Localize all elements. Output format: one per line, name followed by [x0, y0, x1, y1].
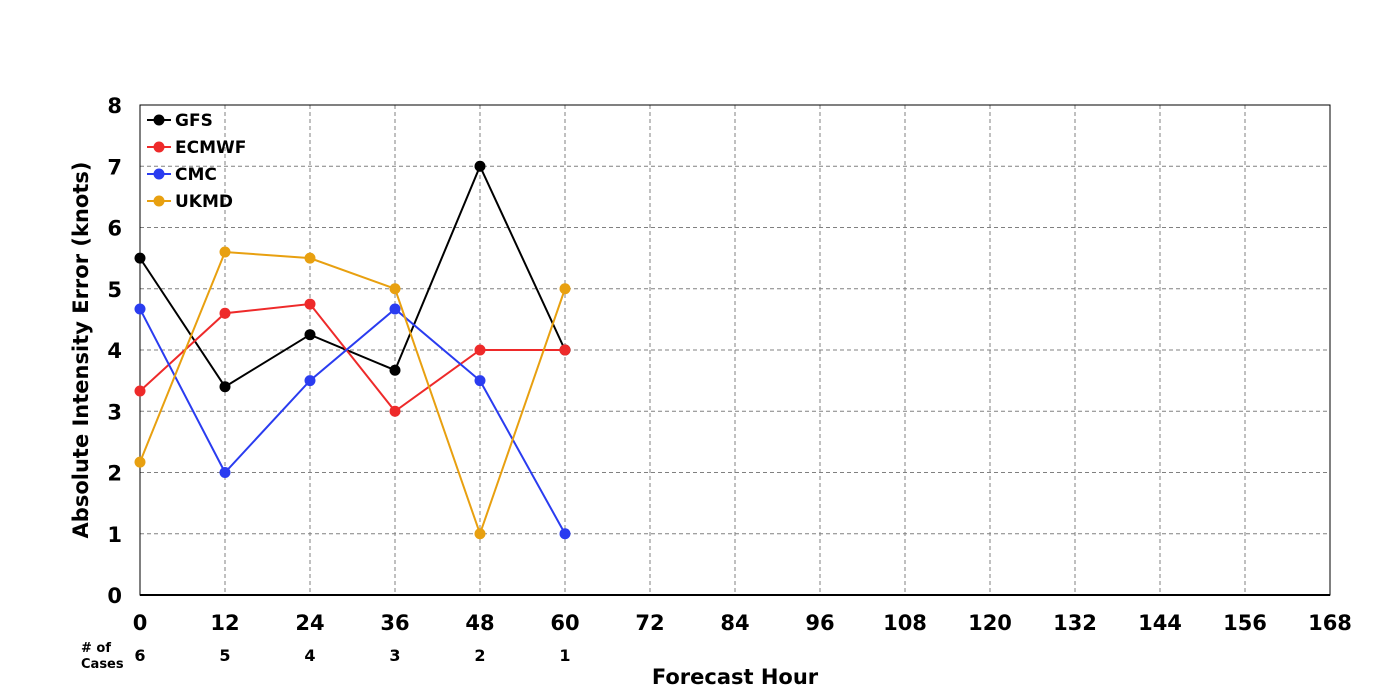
y-tick-label: 8 [107, 94, 122, 118]
x-tick-label: 48 [465, 611, 494, 635]
data-point-ecmwf [304, 298, 316, 310]
data-point-cmc [559, 528, 571, 540]
case-count: 4 [304, 646, 315, 665]
x-axis-title: Forecast Hour [652, 665, 819, 689]
case-count: 5 [219, 646, 230, 665]
data-point-ecmwf [389, 405, 401, 417]
y-tick-label: 3 [107, 400, 122, 424]
legend-label-gfs: GFS [175, 111, 213, 131]
series-line-ecmwf [139, 303, 565, 413]
x-tick-label: 0 [133, 611, 148, 635]
x-tick-label: 24 [295, 611, 324, 635]
data-point-gfs [134, 252, 146, 264]
data-point-gfs [219, 381, 231, 393]
data-point-cmc [304, 375, 316, 387]
case-count: 1 [559, 646, 570, 665]
y-tick-label: 1 [107, 523, 122, 547]
case-count: 6 [134, 646, 145, 665]
data-point-ukmd [559, 283, 571, 295]
series-line-ukmd [139, 250, 566, 537]
data-point-cmc [389, 303, 401, 315]
data-point-ecmwf [559, 344, 571, 356]
data-point-gfs [304, 329, 316, 341]
legend: GFS ECMWF CMC UKMD [147, 111, 246, 212]
cases-label: Cases [81, 657, 124, 672]
x-tick-label: 120 [968, 611, 1012, 635]
data-point-cmc [474, 375, 486, 387]
x-tick-label: 60 [550, 611, 579, 635]
grid-layer [140, 105, 1330, 595]
legend-label-ukmd: UKMD [175, 192, 233, 212]
y-tick-label: 7 [107, 155, 122, 179]
x-tick-label: 144 [1138, 611, 1182, 635]
legend-label-ecmwf: ECMWF [175, 138, 246, 158]
data-point-ukmd [219, 246, 231, 258]
cases-label: # of [81, 641, 111, 656]
x-tick-label: 12 [210, 611, 239, 635]
case-count: 3 [389, 646, 400, 665]
x-tick-label: 108 [883, 611, 927, 635]
data-point-ecmwf [134, 385, 146, 397]
x-tick-label: 72 [635, 611, 664, 635]
x-tick-label: 168 [1308, 611, 1352, 635]
tick-layer: 0 12 24 36 48 60 72 84 96 108 120 132 144 156 16801234… [107, 94, 1352, 635]
x-tick-label: 84 [720, 611, 749, 635]
legend-marker-ecmwf [153, 141, 165, 153]
data-point-cmc [134, 303, 146, 315]
y-tick-label: 4 [107, 339, 122, 363]
series-layer [134, 160, 571, 540]
series-line-cmc [139, 307, 566, 535]
x-tick-label: 156 [1223, 611, 1267, 635]
data-point-ecmwf [474, 344, 486, 356]
x-tick-label: 132 [1053, 611, 1097, 635]
legend-marker-cmc [153, 168, 165, 180]
data-point-ukmd [134, 456, 146, 468]
x-tick-label: 96 [805, 611, 834, 635]
data-point-gfs [389, 364, 401, 376]
y-axis-title: Absolute Intensity Error (knots) [69, 162, 93, 539]
data-point-ukmd [474, 528, 486, 540]
series-line-gfs [139, 163, 566, 389]
legend-label-cmc: CMC [175, 165, 217, 185]
data-point-ukmd [304, 252, 316, 264]
case-count: 2 [474, 646, 485, 665]
legend-marker-gfs [153, 114, 165, 126]
data-point-ukmd [389, 283, 401, 295]
data-point-gfs [474, 160, 486, 172]
y-tick-label: 5 [107, 278, 122, 302]
y-tick-label: 0 [107, 584, 122, 608]
data-point-ecmwf [219, 307, 231, 319]
legend-marker-ukmd [153, 195, 165, 207]
y-tick-label: 6 [107, 217, 122, 241]
y-tick-label: 2 [107, 462, 122, 486]
x-tick-label: 36 [380, 611, 409, 635]
data-point-cmc [219, 467, 231, 478]
